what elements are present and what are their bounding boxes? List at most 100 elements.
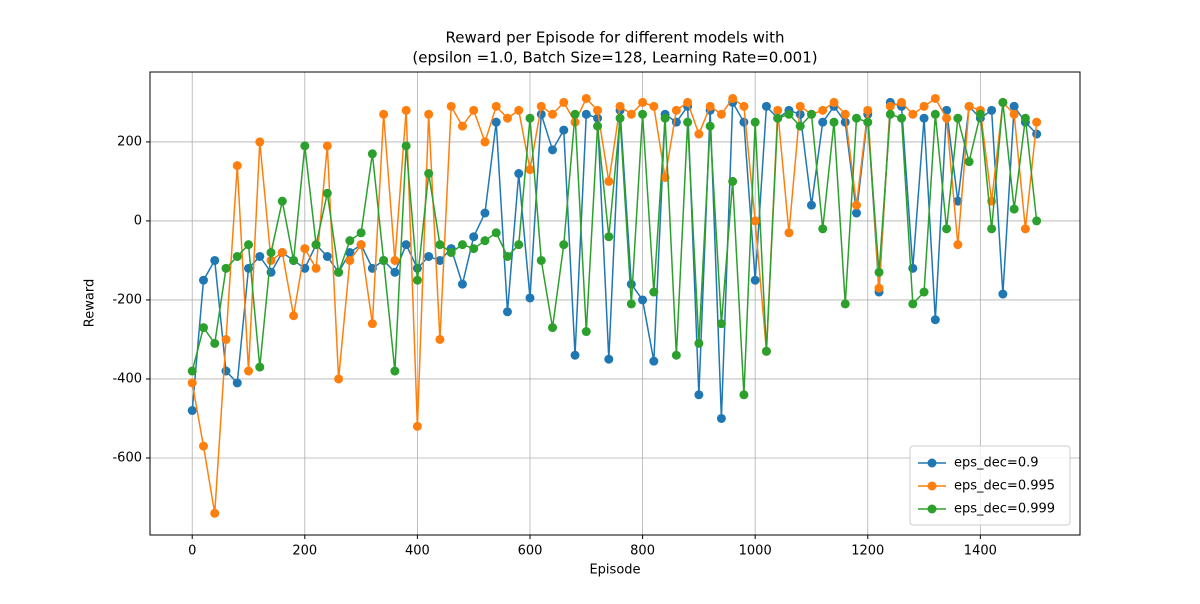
marker [795, 101, 805, 111]
marker [683, 117, 693, 127]
marker [514, 105, 524, 115]
marker [210, 508, 220, 518]
marker [593, 121, 603, 131]
marker [334, 267, 344, 277]
marker [469, 232, 479, 242]
marker [581, 109, 591, 119]
marker [683, 97, 693, 107]
marker [919, 101, 929, 111]
marker [739, 101, 749, 111]
marker [953, 240, 963, 250]
marker [806, 109, 816, 119]
marker [480, 137, 490, 147]
marker [840, 109, 850, 119]
y-axis-label: Reward [83, 279, 98, 327]
marker [863, 105, 873, 115]
marker [694, 129, 704, 139]
marker [367, 319, 377, 329]
marker [266, 248, 276, 258]
y-tick-label: -600 [112, 450, 142, 465]
marker [210, 255, 220, 265]
legend-label: eps_dec=0.9 [954, 456, 1039, 471]
marker [345, 255, 355, 265]
marker [761, 346, 771, 356]
marker [390, 366, 400, 376]
marker [615, 113, 625, 123]
marker [536, 101, 546, 111]
chart-title: (epsilon =1.0, Batch Size=128, Learning … [412, 49, 817, 67]
legend-swatch [927, 458, 937, 468]
marker [435, 240, 445, 250]
marker [255, 251, 265, 261]
marker [311, 240, 321, 250]
legend-swatch [927, 504, 937, 514]
marker [852, 200, 862, 210]
marker [255, 137, 265, 147]
series [187, 97, 1042, 400]
marker [266, 255, 276, 265]
marker [649, 356, 659, 366]
marker [908, 263, 918, 273]
x-tick-label: 400 [405, 544, 430, 559]
marker [930, 315, 940, 325]
marker [525, 165, 535, 175]
marker [604, 176, 614, 186]
marker [379, 109, 389, 119]
marker [705, 101, 715, 111]
marker [874, 267, 884, 277]
marker [570, 109, 580, 119]
marker [187, 366, 197, 376]
marker [379, 255, 389, 265]
marker [367, 149, 377, 159]
marker [255, 362, 265, 372]
marker [322, 141, 332, 151]
marker [198, 275, 208, 285]
marker [987, 105, 997, 115]
marker [502, 251, 512, 261]
marker [221, 366, 231, 376]
legend-swatch [927, 481, 937, 491]
marker [1009, 109, 1019, 119]
marker [244, 366, 254, 376]
marker [581, 93, 591, 103]
marker [829, 117, 839, 127]
marker [480, 208, 490, 218]
marker [626, 109, 636, 119]
marker [818, 105, 828, 115]
marker [998, 97, 1008, 107]
marker [356, 228, 366, 238]
marker [221, 334, 231, 344]
marker [1032, 117, 1042, 127]
marker [773, 105, 783, 115]
marker [559, 125, 569, 135]
marker [818, 117, 828, 127]
marker [930, 93, 940, 103]
marker [953, 113, 963, 123]
marker [1032, 216, 1042, 226]
marker [897, 97, 907, 107]
marker [525, 113, 535, 123]
y-tick-label: -400 [112, 371, 142, 386]
marker [615, 101, 625, 111]
marker [716, 413, 726, 423]
marker [412, 275, 422, 285]
marker [514, 240, 524, 250]
chart-title: Reward per Episode for different models … [446, 29, 785, 47]
marker [975, 109, 985, 119]
marker [469, 244, 479, 254]
marker [908, 109, 918, 119]
marker [401, 141, 411, 151]
legend-box [909, 445, 1071, 526]
marker [750, 117, 760, 127]
x-tick-label: 0 [188, 544, 196, 559]
marker [604, 354, 614, 364]
marker [1009, 101, 1019, 111]
marker [424, 109, 434, 119]
y-tick-label: -200 [112, 292, 142, 307]
marker [806, 200, 816, 210]
marker [289, 255, 299, 265]
y-tick-label: 200 [117, 134, 142, 149]
marker [525, 293, 535, 303]
x-tick-label: 1200 [851, 544, 884, 559]
